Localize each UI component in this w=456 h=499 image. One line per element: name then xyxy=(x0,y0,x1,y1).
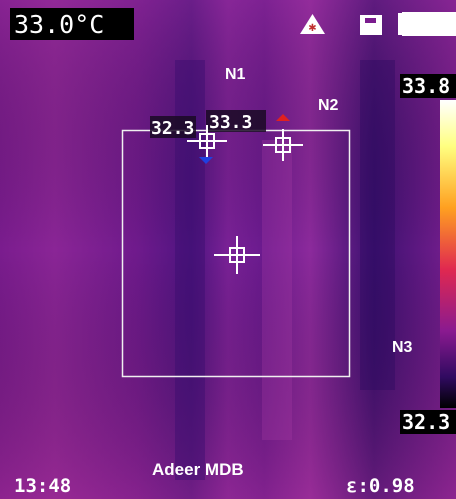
cool-streak xyxy=(360,60,395,390)
thermal-screen: 33.0°C ✱ N1 N2 N3 32.3 33.3 33.8 32.3 13… xyxy=(0,0,456,499)
scale-min: 32.3 xyxy=(402,410,450,434)
scale-max: 33.8 xyxy=(402,74,450,98)
emissivity: ε:0.98 xyxy=(346,475,415,497)
page: {"status_bar": {"temperature": "33.0°C"}… xyxy=(0,0,456,499)
svg-text:✱: ✱ xyxy=(308,23,316,34)
brand: Adeer MDB xyxy=(152,460,244,479)
min-reading: 32.3 xyxy=(151,118,194,139)
max-reading: 33.3 xyxy=(209,112,252,133)
sd-card-icon xyxy=(360,15,382,35)
battery-icon xyxy=(398,12,456,36)
marker-label: N2 xyxy=(318,97,339,114)
marker-label: N3 xyxy=(392,339,413,356)
color-scale xyxy=(440,100,456,408)
marker-label: N1 xyxy=(225,66,246,83)
center-temperature: 33.0°C xyxy=(14,10,104,39)
warm-streak xyxy=(262,140,292,440)
clock: 13:48 xyxy=(14,475,71,497)
